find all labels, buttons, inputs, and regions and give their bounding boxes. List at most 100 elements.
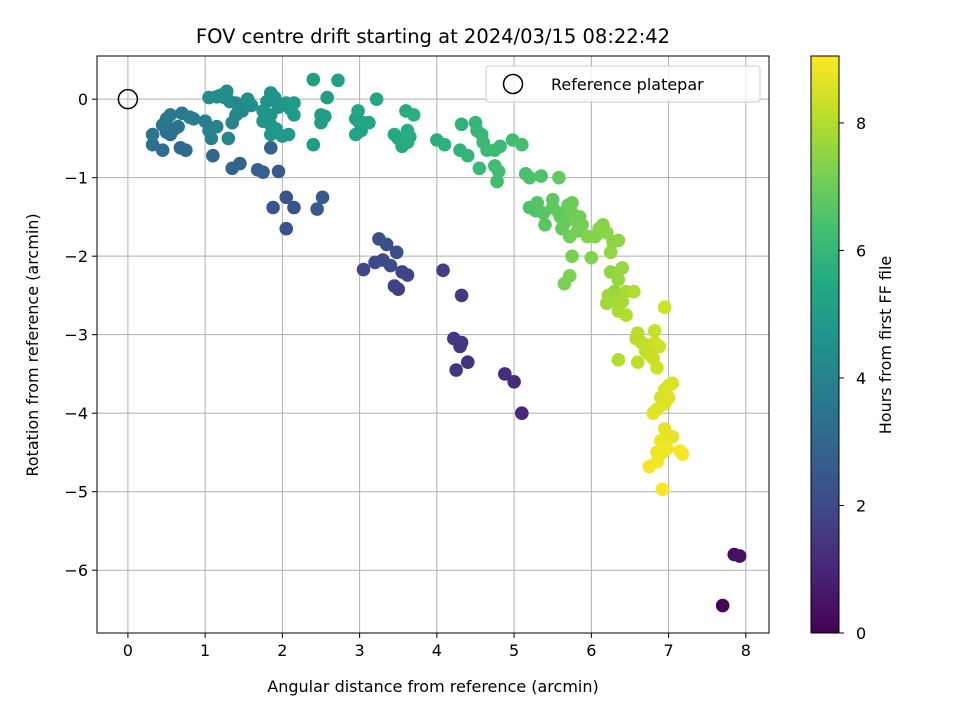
x-tick-label: 7	[663, 641, 673, 660]
scatter-point	[647, 335, 662, 350]
legend-box	[485, 65, 761, 103]
scatter-point	[611, 353, 626, 367]
scatter-point	[279, 190, 294, 205]
y-tick-label: −6	[64, 561, 88, 580]
scatter-point	[650, 445, 664, 460]
scatter-point	[173, 141, 188, 155]
scatter-point	[491, 164, 506, 179]
scatter-point	[362, 115, 376, 130]
scatter-point	[271, 164, 286, 179]
y-axis-ticks: 0 −1 −2 −3 −4 −5 −6	[64, 90, 97, 580]
scatter-point	[715, 598, 730, 613]
x-tick-label: 0	[123, 641, 133, 660]
scatter-point	[356, 262, 371, 277]
colorbar-tick-label: 6	[856, 241, 866, 260]
scatter-point	[552, 170, 566, 185]
scatter-point	[603, 245, 618, 260]
scatter-point	[206, 148, 220, 163]
scatter-point	[369, 92, 384, 106]
scatter-point	[611, 233, 626, 248]
plot-frame	[96, 55, 770, 634]
scatter-point	[447, 331, 461, 346]
colorbar-ticks: 0 2 4 6 8	[839, 114, 866, 643]
scatter-point	[315, 190, 330, 205]
scatter-point	[460, 148, 475, 163]
colorbar-bar	[810, 55, 840, 634]
scatter-point	[287, 200, 301, 215]
scatter-point	[351, 104, 365, 118]
scatter-point	[522, 170, 537, 185]
x-tick-label: 6	[586, 641, 596, 660]
scatter-point	[213, 88, 228, 103]
scatter-point	[454, 117, 469, 132]
scatter-point	[611, 272, 626, 287]
scatter-point	[306, 72, 321, 87]
legend-marker-reference	[502, 73, 524, 95]
x-tick-label: 2	[277, 641, 287, 660]
scatter-point	[155, 143, 170, 158]
colorbar-label: Hours from first FF file	[876, 256, 895, 435]
scatter-point	[221, 131, 236, 146]
scatter-point	[320, 90, 334, 105]
scatter-point	[460, 355, 475, 369]
scatter-point	[630, 355, 645, 369]
scatter-point	[306, 137, 321, 152]
colorbar-tick-label: 8	[856, 114, 866, 133]
y-axis-label: Rotation from reference (arcmin)	[23, 213, 42, 476]
scatter-point	[204, 131, 219, 146]
scatter-point	[637, 337, 651, 351]
x-tick-label: 8	[741, 641, 751, 660]
scatter-point	[675, 447, 690, 461]
scatter-point	[665, 429, 680, 444]
scatter-point	[575, 217, 589, 232]
x-axis-label: Angular distance from reference (arcmin)	[267, 677, 598, 696]
scatter-point	[655, 482, 670, 497]
scatter-point	[557, 276, 572, 291]
scatter-point	[436, 263, 450, 278]
scatter-point	[627, 284, 641, 299]
colorbar-tick-label: 4	[856, 369, 866, 388]
scatter-point	[383, 258, 398, 273]
scatter-point	[250, 163, 265, 177]
scatter-point	[619, 308, 633, 322]
y-tick-label: −4	[64, 404, 88, 423]
legend-label-reference: Reference platepar	[551, 75, 704, 94]
scatter-points	[145, 72, 747, 613]
scatter-point	[275, 129, 290, 143]
scatter-point	[263, 127, 278, 142]
scatter-point	[498, 367, 512, 381]
scatter-point	[209, 119, 224, 134]
scatter-point	[186, 112, 201, 126]
scatter-point	[642, 459, 657, 474]
scatter-point	[395, 265, 409, 279]
scatter-point	[647, 323, 662, 338]
scatter-point	[515, 137, 529, 152]
y-tick-label: −1	[64, 169, 88, 188]
scatter-point	[389, 245, 404, 260]
reference-marker-layer	[117, 88, 139, 110]
scatter-point	[557, 216, 572, 231]
scatter-point	[449, 363, 463, 377]
scatter-point	[665, 376, 680, 391]
colorbar: 0 2 4 6 8 Hours from first FF file	[810, 55, 895, 643]
y-tick-label: −5	[64, 483, 88, 502]
colorbar-tick-label: 0	[856, 624, 866, 643]
scatter-point	[493, 139, 508, 154]
x-tick-label: 5	[509, 641, 519, 660]
colorbar-tick-label: 2	[856, 496, 866, 515]
scatter-point	[314, 115, 328, 130]
y-tick-label: 0	[78, 90, 88, 109]
scatter-point	[545, 192, 560, 207]
scatter-point	[244, 98, 259, 113]
scatter-point	[145, 127, 160, 142]
x-tick-label: 4	[432, 641, 442, 660]
scatter-point	[145, 137, 160, 152]
scatter-point	[454, 288, 469, 303]
scatter-point	[584, 250, 599, 265]
scatter-point	[287, 96, 301, 110]
legend: Reference platepar	[485, 65, 761, 103]
scatter-point	[225, 161, 239, 176]
scatter-point	[163, 108, 178, 122]
scatter-point	[387, 279, 402, 293]
